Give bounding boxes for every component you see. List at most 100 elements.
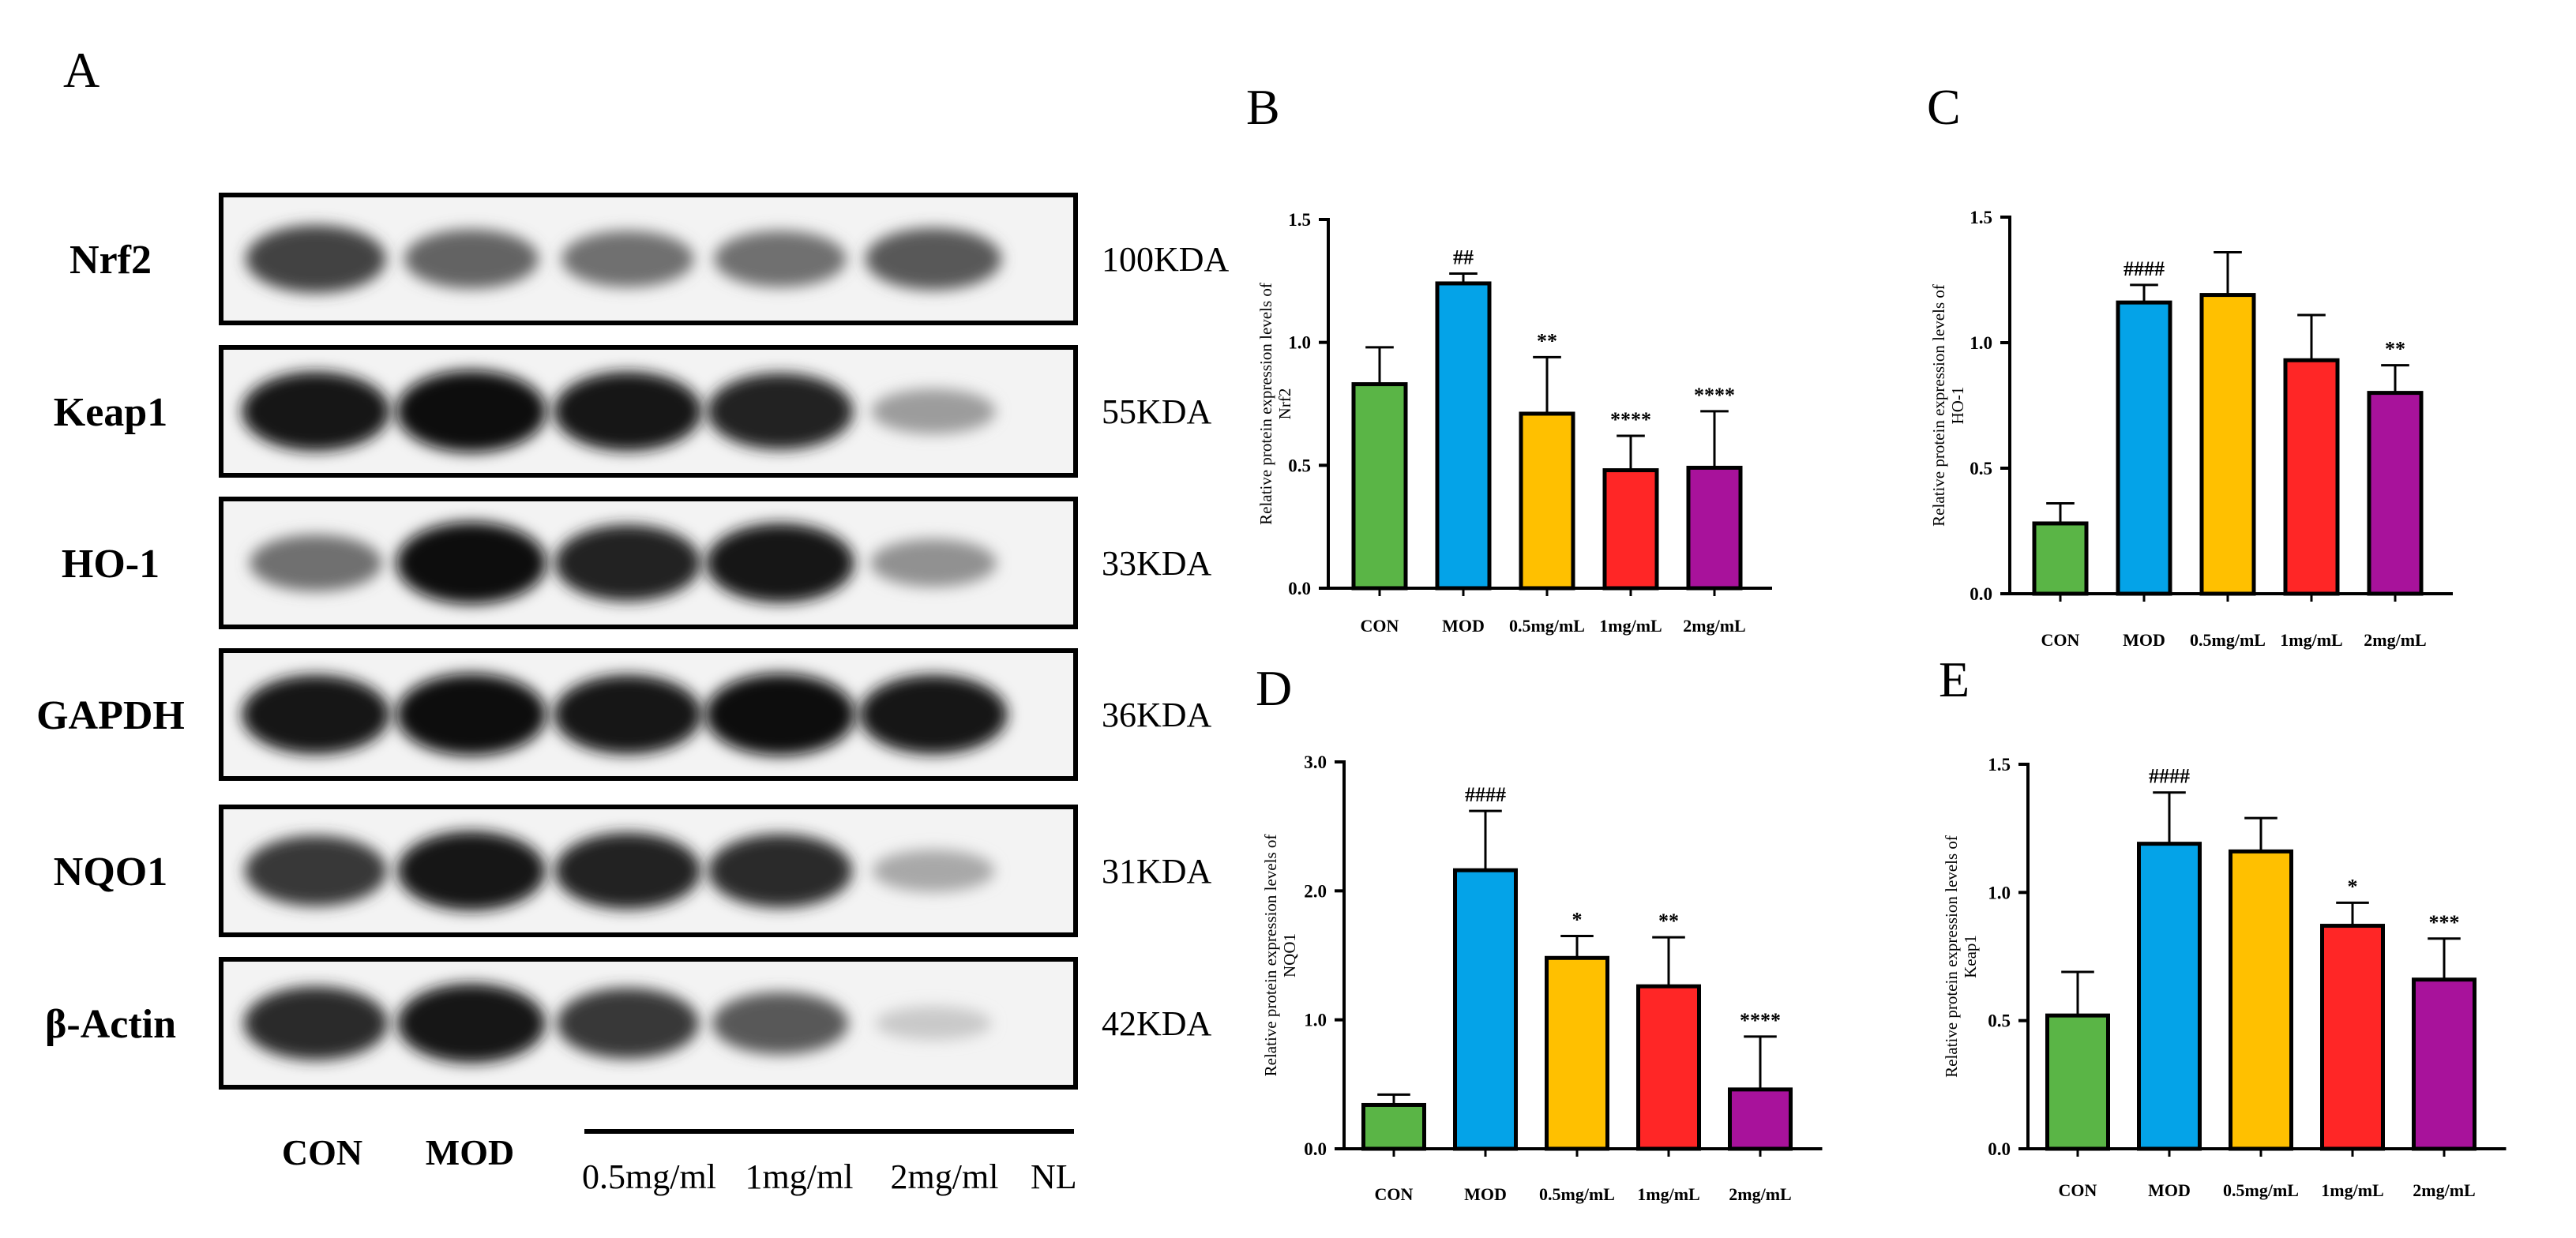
y-axis-title-line: Nrf2 [1275, 388, 1294, 420]
y-tick-label-nqo1: 1.0 [1304, 1011, 1327, 1030]
bar-ho-1-0-5mg-ml [2199, 293, 2256, 596]
category-label-keap1-2mg-ml: 2mg/mL [2413, 1180, 2475, 1200]
bar-keap1-mod [2137, 842, 2202, 1151]
bar-ho-1-con [2032, 521, 2089, 596]
blot-band-keap1-lane-5 [871, 388, 996, 434]
blot-band-keap1-lane-4 [707, 373, 854, 450]
category-label-ho-1-2mg-ml: 2mg/mL [2364, 630, 2426, 650]
y-tick-label-nqo1: 0.0 [1304, 1139, 1327, 1159]
kda-label-keap1: 55KDA [1102, 392, 1212, 431]
protein-label-actin: β-Actin [45, 1002, 176, 1047]
kda-label-ho-1: 33KDA [1102, 544, 1212, 583]
blot-band-nrf2-lane-5 [865, 227, 1002, 291]
y-tick-label-keap1: 1.0 [1988, 883, 2011, 902]
blot-row-nrf2: Nrf2 100KDA [69, 193, 1230, 325]
chart-panel-nrf2: B Relative protein expression levels ofNr… [1246, 79, 1772, 636]
blot-band-gapdh-lane-5 [859, 674, 1008, 755]
blot-band-nqo1-lane-1 [245, 835, 387, 906]
y-tick-label-nrf2: 0.5 [1288, 456, 1311, 475]
category-label-ho-1-con: CON [2041, 630, 2080, 650]
bar-keap1-con [2045, 1013, 2110, 1151]
bar-nrf2-mod [1435, 281, 1492, 591]
lane-label-dose1: 0.5mg/ml [582, 1157, 716, 1196]
blot-band-keap1-lane-2 [396, 370, 546, 452]
bar-ho-1-2mg-ml [2367, 391, 2424, 596]
bar-nrf2-0-5mg-ml [1519, 411, 1575, 591]
blot-band-nrf2-lane-3 [561, 231, 694, 287]
blot-band-ho-1-lane-3 [554, 524, 701, 602]
significance-keap1-mod: #### [2149, 765, 2190, 788]
category-label-keap1-mod: MOD [2148, 1180, 2191, 1200]
y-tick-label-keap1: 0.5 [1988, 1011, 2011, 1031]
kda-label-nqo1: 31KDA [1102, 852, 1212, 891]
lane-label-mod: MOD [426, 1132, 514, 1172]
chart-panel-ho1: C Relative protein expression levels ofHO… [1927, 79, 2453, 650]
category-label-ho-1-0-5mg-ml: 0.5mg/mL [2190, 630, 2266, 650]
bar-nrf2-2mg-ml [1686, 465, 1743, 591]
panel-letter-e: E [1939, 651, 1970, 707]
bar-nrf2-1mg-ml [1602, 468, 1659, 591]
significance-nrf2-mod: ## [1453, 246, 1474, 268]
category-label-nrf2-1mg-ml: 1mg/mL [1599, 616, 1662, 636]
significance-keap1-1mg-ml: * [2348, 875, 2358, 898]
blot-band-keap1-lane-1 [242, 371, 390, 452]
y-axis-title-line: Relative protein expression levels of [1261, 835, 1280, 1077]
blot-row-ho-1: HO-1 33KDA [62, 497, 1212, 629]
significance-keap1-2mg-ml: *** [2429, 911, 2460, 934]
blot-band-ho-1-lane-5 [870, 538, 997, 587]
y-axis-title-nqo1: Relative protein expression levels ofNQO… [1261, 835, 1299, 1077]
y-tick-label-keap1: 0.0 [1988, 1139, 2011, 1159]
panel-letter-c: C [1927, 79, 1961, 135]
blot-band-ho-1-lane-1 [250, 535, 382, 591]
bar-nqo1-2mg-ml [1728, 1087, 1793, 1151]
blot-band-gapdh-lane-3 [554, 674, 702, 755]
category-label-nrf2-2mg-ml: 2mg/mL [1683, 616, 1745, 636]
bar-ho-1-1mg-ml [2283, 358, 2340, 596]
blot-band-gapdh-lane-2 [396, 673, 546, 756]
y-axis-title-line: Keap1 [1961, 935, 1980, 978]
y-axis-title-line: Relative protein expression levels of [1256, 283, 1275, 525]
panel-letter-d: D [1256, 660, 1292, 716]
significance-ho-1-2mg-ml: ** [2385, 338, 2405, 361]
blot-band-actin-lane-5 [875, 1006, 992, 1041]
significance-nqo1-2mg-ml: **** [1740, 1009, 1781, 1032]
blot-band-ho-1-lane-2 [396, 522, 546, 604]
bar-ho-1-mod [2116, 300, 2172, 596]
blot-band-nrf2-lane-4 [714, 231, 847, 287]
kda-label-gapdh: 36KDA [1102, 696, 1212, 734]
y-tick-label-nqo1: 3.0 [1304, 752, 1327, 772]
category-label-nqo1-1mg-ml: 1mg/mL [1637, 1184, 1699, 1204]
significance-nqo1-mod: #### [1465, 783, 1506, 806]
category-label-nqo1-mod: MOD [1464, 1184, 1507, 1204]
blot-row-nqo1: NQO1 31KDA [54, 805, 1212, 937]
blot-band-nqo1-lane-2 [397, 831, 546, 911]
blot-band-actin-lane-1 [243, 986, 389, 1060]
category-label-ho-1-mod: MOD [2123, 630, 2165, 650]
y-tick-label-nqo1: 2.0 [1304, 881, 1327, 901]
bar-nqo1-con [1361, 1102, 1426, 1151]
y-tick-label-nrf2: 1.5 [1288, 210, 1311, 230]
y-tick-label-ho-1: 0.5 [1970, 459, 1992, 478]
panel-letter-a: A [63, 42, 100, 98]
significance-ho-1-mod: #### [2124, 257, 2165, 280]
protein-label-nqo1: NQO1 [54, 850, 167, 895]
y-axis-title-line: HO-1 [1948, 387, 1967, 425]
bar-keap1-2mg-ml [2412, 977, 2476, 1151]
chart-panel-nqo1: D Relative protein expression levels ofNQ… [1256, 660, 1823, 1204]
significance-nqo1-0-5mg-ml: * [1572, 909, 1583, 932]
protein-label-gapdh: GAPDH [36, 693, 185, 738]
blot-band-gapdh-lane-1 [242, 674, 390, 755]
kda-label-nrf2: 100KDA [1102, 240, 1230, 279]
blot-row-keap1: Keap1 55KDA [54, 345, 1212, 478]
category-label-keap1-1mg-ml: 1mg/mL [2321, 1180, 2383, 1200]
blot-band-actin-lane-3 [557, 988, 699, 1059]
protein-label-ho-1: HO-1 [62, 542, 160, 587]
blot-band-nqo1-lane-3 [554, 832, 701, 910]
bar-nqo1-mod [1453, 868, 1518, 1151]
lane-label-con: CON [282, 1132, 362, 1172]
blot-band-nrf2-lane-2 [404, 229, 539, 289]
bar-nrf2-con [1351, 382, 1408, 591]
y-axis-title-line: NQO1 [1280, 933, 1299, 977]
bar-nqo1-1mg-ml [1636, 984, 1701, 1151]
